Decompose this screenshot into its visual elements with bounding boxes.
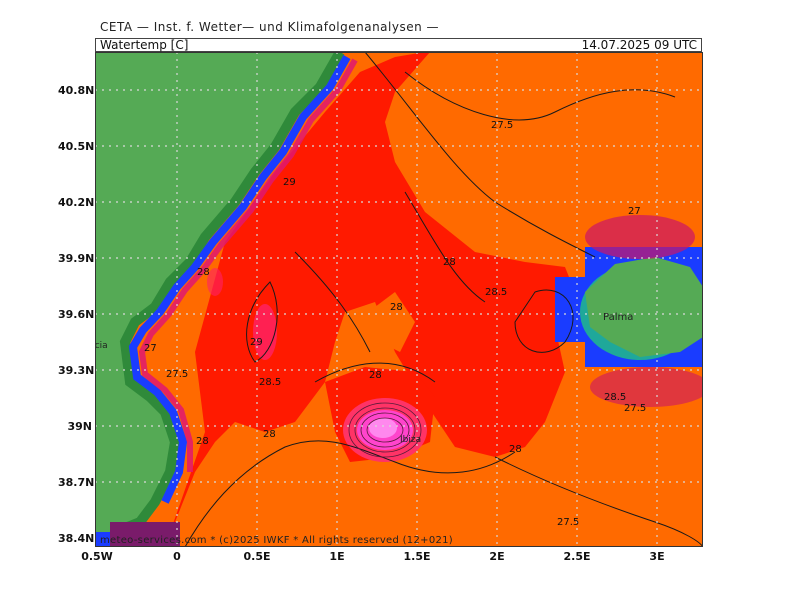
contour-label: 28 (509, 444, 522, 455)
contour-label: 28 (443, 257, 456, 268)
label-palma: Palma (603, 312, 633, 323)
lat-tick: 39.3N (58, 364, 95, 377)
coastal-cell-sw (95, 532, 110, 547)
contour-label: 27.5 (166, 369, 188, 380)
contour-label: 27.5 (557, 517, 579, 528)
lat-tick: 40.8N (58, 84, 95, 97)
lat-tick: 39.6N (58, 308, 95, 321)
contour-labels: 27.5 29 27 28 28.5 28 28 29 27 27.5 28.5… (144, 120, 646, 528)
lon-tick: 0.5E (243, 550, 271, 563)
water-hot-area (165, 52, 575, 547)
land-iberia (95, 52, 340, 537)
contour-label: 28.5 (259, 377, 281, 388)
northwest-hotspot (207, 268, 223, 296)
contour-label: 29 (250, 337, 263, 348)
contour-label: 27.5 (624, 403, 646, 414)
lat-tick: 40.2N (58, 196, 95, 209)
lat-tick: 39.9N (58, 252, 95, 265)
label-ibiza: Ibiza (400, 435, 421, 445)
lon-tick: 1E (329, 550, 345, 563)
lon-tick: 2E (489, 550, 505, 563)
lat-tick: 38.7N (58, 476, 95, 489)
ibiza-core (369, 418, 397, 438)
contour-label: 27 (144, 343, 157, 354)
lat-tick: 38.4N (58, 532, 95, 545)
title-bar: Watertemp [C] 14.07.2025 09 UTC (95, 38, 702, 52)
ibiza-contours (348, 402, 422, 458)
water-cool-corner (110, 522, 180, 547)
water-warm-patch (375, 292, 415, 352)
map-border (95, 52, 703, 547)
west-hotspot (253, 304, 277, 360)
map-panel: Valencia Palma Ibiza 27.5 29 27 28 28.5 … (95, 52, 703, 547)
datetime-label: 14.07.2025 09 UTC (581, 38, 697, 52)
coastal-cells (128, 55, 351, 504)
lat-tick: 40.5N (58, 140, 95, 153)
land-mallorca (585, 257, 703, 357)
mallorca-south-gradient (590, 367, 703, 407)
contour-label: 29 (283, 177, 296, 188)
contour-label: 28 (263, 429, 276, 440)
contour-label: 28.5 (604, 392, 626, 403)
contour-label: 28.5 (485, 287, 507, 298)
label-valencia: Valencia (95, 341, 108, 351)
contour-label: 27.5 (491, 120, 513, 131)
contour-label: 28 (196, 436, 209, 447)
lat-tick: 39N (67, 420, 92, 433)
mallorca-north-gradient (585, 215, 695, 259)
copyright-notice: meteo-services.com * (c)2025 IWKF * All … (100, 535, 454, 546)
temperature-map: Valencia Palma Ibiza 27.5 29 27 28 28.5 … (95, 52, 703, 547)
contour-label: 27 (628, 206, 641, 217)
contour-label: 28 (197, 267, 210, 278)
lon-tick: 0 (173, 550, 181, 563)
lon-tick: 0.5W (81, 550, 113, 563)
contour-label: 28 (369, 370, 382, 381)
mallorca-cells-w (555, 277, 585, 342)
header-institute: CETA — Inst. f. Wetter— und Klimafolgena… (100, 20, 440, 34)
lon-tick: 2.5E (563, 550, 591, 563)
lon-tick: 1.5E (403, 550, 431, 563)
lon-tick: 3E (649, 550, 665, 563)
variable-label: Watertemp [C] (100, 38, 189, 52)
coastal-gradient (138, 58, 358, 472)
contour-label: 28 (390, 302, 403, 313)
